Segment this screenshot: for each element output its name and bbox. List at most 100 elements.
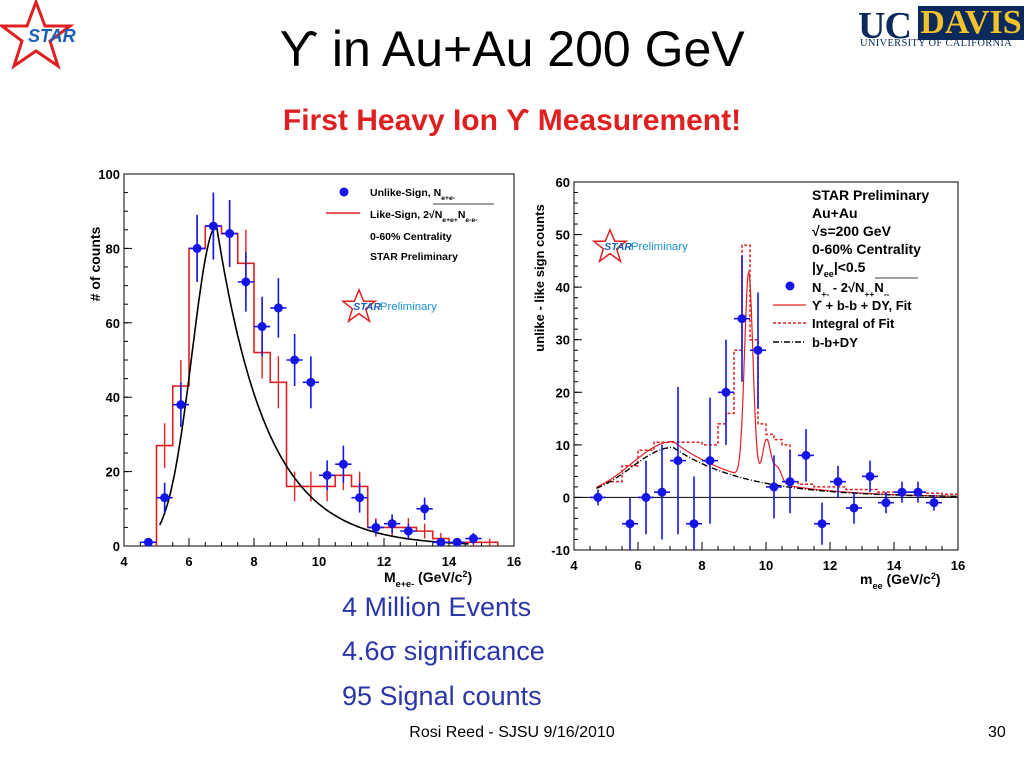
unlike-sign-point [306, 377, 316, 387]
unlike-sign-point [257, 322, 267, 332]
data-point [913, 487, 923, 497]
x-tick-label: 14 [442, 554, 457, 569]
y-tick-label: 20 [106, 465, 120, 480]
preliminary-label: Preliminary [631, 241, 688, 253]
unlike-sign-point [371, 522, 381, 532]
legend-entry: N+- - 2√N++N-- [812, 280, 890, 299]
unlike-sign-point [355, 493, 365, 503]
ucdavis-logo-davis: DAVIS [918, 6, 1024, 40]
fit-curve [158, 224, 469, 545]
preliminary-label: Preliminary [380, 301, 437, 313]
x-tick-label: 6 [185, 554, 192, 569]
preliminary-star-text: STAR [353, 302, 381, 313]
legend-entry: Like-Sign, 2√Ne+e+Ne-e- [370, 209, 478, 224]
data-point [881, 498, 891, 508]
y-axis-label: unlike - like sign counts [532, 204, 547, 351]
unlike-sign-point [192, 243, 202, 253]
unlike-sign-point [387, 519, 397, 529]
legend-entry: ϒ + b-b + DY, Fit [812, 298, 912, 313]
unlike-sign-point [452, 537, 462, 547]
data-point [737, 314, 747, 324]
unlike-sign-point [176, 400, 186, 410]
data-point [673, 456, 683, 466]
x-tick-label: 16 [507, 554, 521, 569]
data-point [801, 450, 811, 460]
ucdavis-logo-subtitle: UNIVERSITY OF CALIFORNIA [860, 38, 1013, 49]
legend-header-line: √s=200 GeV [812, 223, 892, 239]
y-tick-label: 20 [556, 385, 570, 400]
legend-dot-marker [785, 281, 795, 291]
x-tick-label: 4 [570, 558, 578, 573]
x-tick-label: 8 [250, 554, 257, 569]
unlike-sign-point [338, 459, 348, 469]
y-tick-label: 60 [556, 175, 570, 190]
stat-events: 4 Million Events [342, 592, 532, 622]
y-tick-label: 40 [556, 280, 570, 295]
data-point [657, 487, 667, 497]
y-tick-label: 100 [98, 167, 120, 182]
x-tick-label: 6 [634, 558, 641, 573]
unlike-sign-point [160, 493, 170, 503]
star-logo: STAR [0, 0, 76, 70]
preliminary-star-text: STAR [604, 242, 632, 253]
unlike-sign-point [436, 537, 446, 547]
legend-entry: 0-60% Centrality [370, 231, 452, 243]
unlike-sign-point [143, 537, 153, 547]
y-tick-label: 0 [563, 490, 570, 505]
page-number: 30 [988, 724, 1006, 741]
slide-subtitle: First Heavy Ion ϒ Measurement! [282, 104, 742, 137]
legend-header-line: |yee|<0.5 [812, 259, 866, 279]
x-tick-label: 10 [312, 554, 326, 569]
star-logo-icon [0, 0, 75, 70]
data-point [641, 492, 651, 502]
integral-of-fit-histogram [606, 244, 958, 496]
data-point [705, 456, 715, 466]
stat-significance: 4.6σ significance [342, 636, 545, 666]
y-tick-label: 50 [556, 228, 570, 243]
stat-signal-counts: 95 Signal counts [342, 681, 542, 711]
plot-frame [123, 173, 515, 547]
legend-header-line: Au+Au [812, 205, 858, 221]
star-logo-text: STAR [28, 26, 76, 46]
data-point [753, 345, 763, 355]
legend-entry: STAR Preliminary [370, 251, 458, 263]
y-axis-label: # of counts [87, 226, 103, 301]
x-tick-label: 12 [377, 554, 391, 569]
preliminary-star-icon [591, 227, 629, 264]
x-tick-label: 14 [887, 558, 902, 573]
data-point [849, 503, 859, 513]
y-tick-label: 80 [106, 241, 120, 256]
x-axis-label: mee (GeV/c2) [860, 571, 941, 591]
y-tick-label: 40 [106, 390, 120, 405]
x-tick-label: 8 [698, 558, 705, 573]
data-point [769, 482, 779, 492]
unlike-sign-point [208, 221, 218, 231]
unlike-sign-point [420, 504, 430, 514]
data-point [929, 498, 939, 508]
footer-text: Rosi Reed - SJSU 9/16/2010 [409, 724, 615, 741]
data-point [785, 477, 795, 487]
unlike-sign-point [241, 277, 251, 287]
ucdavis-logo: UC DAVIS UNIVERSITY OF CALIFORNIA [858, 4, 1024, 52]
unlike-sign-point [322, 470, 332, 480]
data-point [817, 519, 827, 529]
y-tick-label: 30 [556, 333, 570, 348]
unlike-sign-point [468, 534, 478, 544]
x-axis-label: Me+e- (GeV/c2) [384, 569, 472, 589]
legend-entry: Unlike-Sign, Ne+e- [370, 187, 455, 202]
y-tick-label: -10 [551, 543, 570, 558]
legend-header-line: 0-60% Centrality [812, 241, 921, 257]
data-point [625, 519, 635, 529]
data-point [721, 387, 731, 397]
y-tick-label: 60 [106, 316, 120, 331]
legend-header-line: STAR Preliminary [812, 187, 929, 203]
ucdavis-logo-uc: UC [858, 5, 912, 47]
slide-title: ϒ in Au+Au 200 GeV [279, 21, 745, 77]
unlike-sign-point [403, 526, 413, 536]
unlike-sign-point [290, 355, 300, 365]
subtracted-mass-chart: 4 6 8 10 12 14 16 -10 0 10 20 30 40 50 60 mee (GeV/c2) u… [532, 175, 965, 591]
data-point [897, 487, 907, 497]
legend-entry: b-b+DY [812, 335, 858, 350]
data-point [865, 471, 875, 481]
unlike-sign-point [273, 303, 283, 313]
